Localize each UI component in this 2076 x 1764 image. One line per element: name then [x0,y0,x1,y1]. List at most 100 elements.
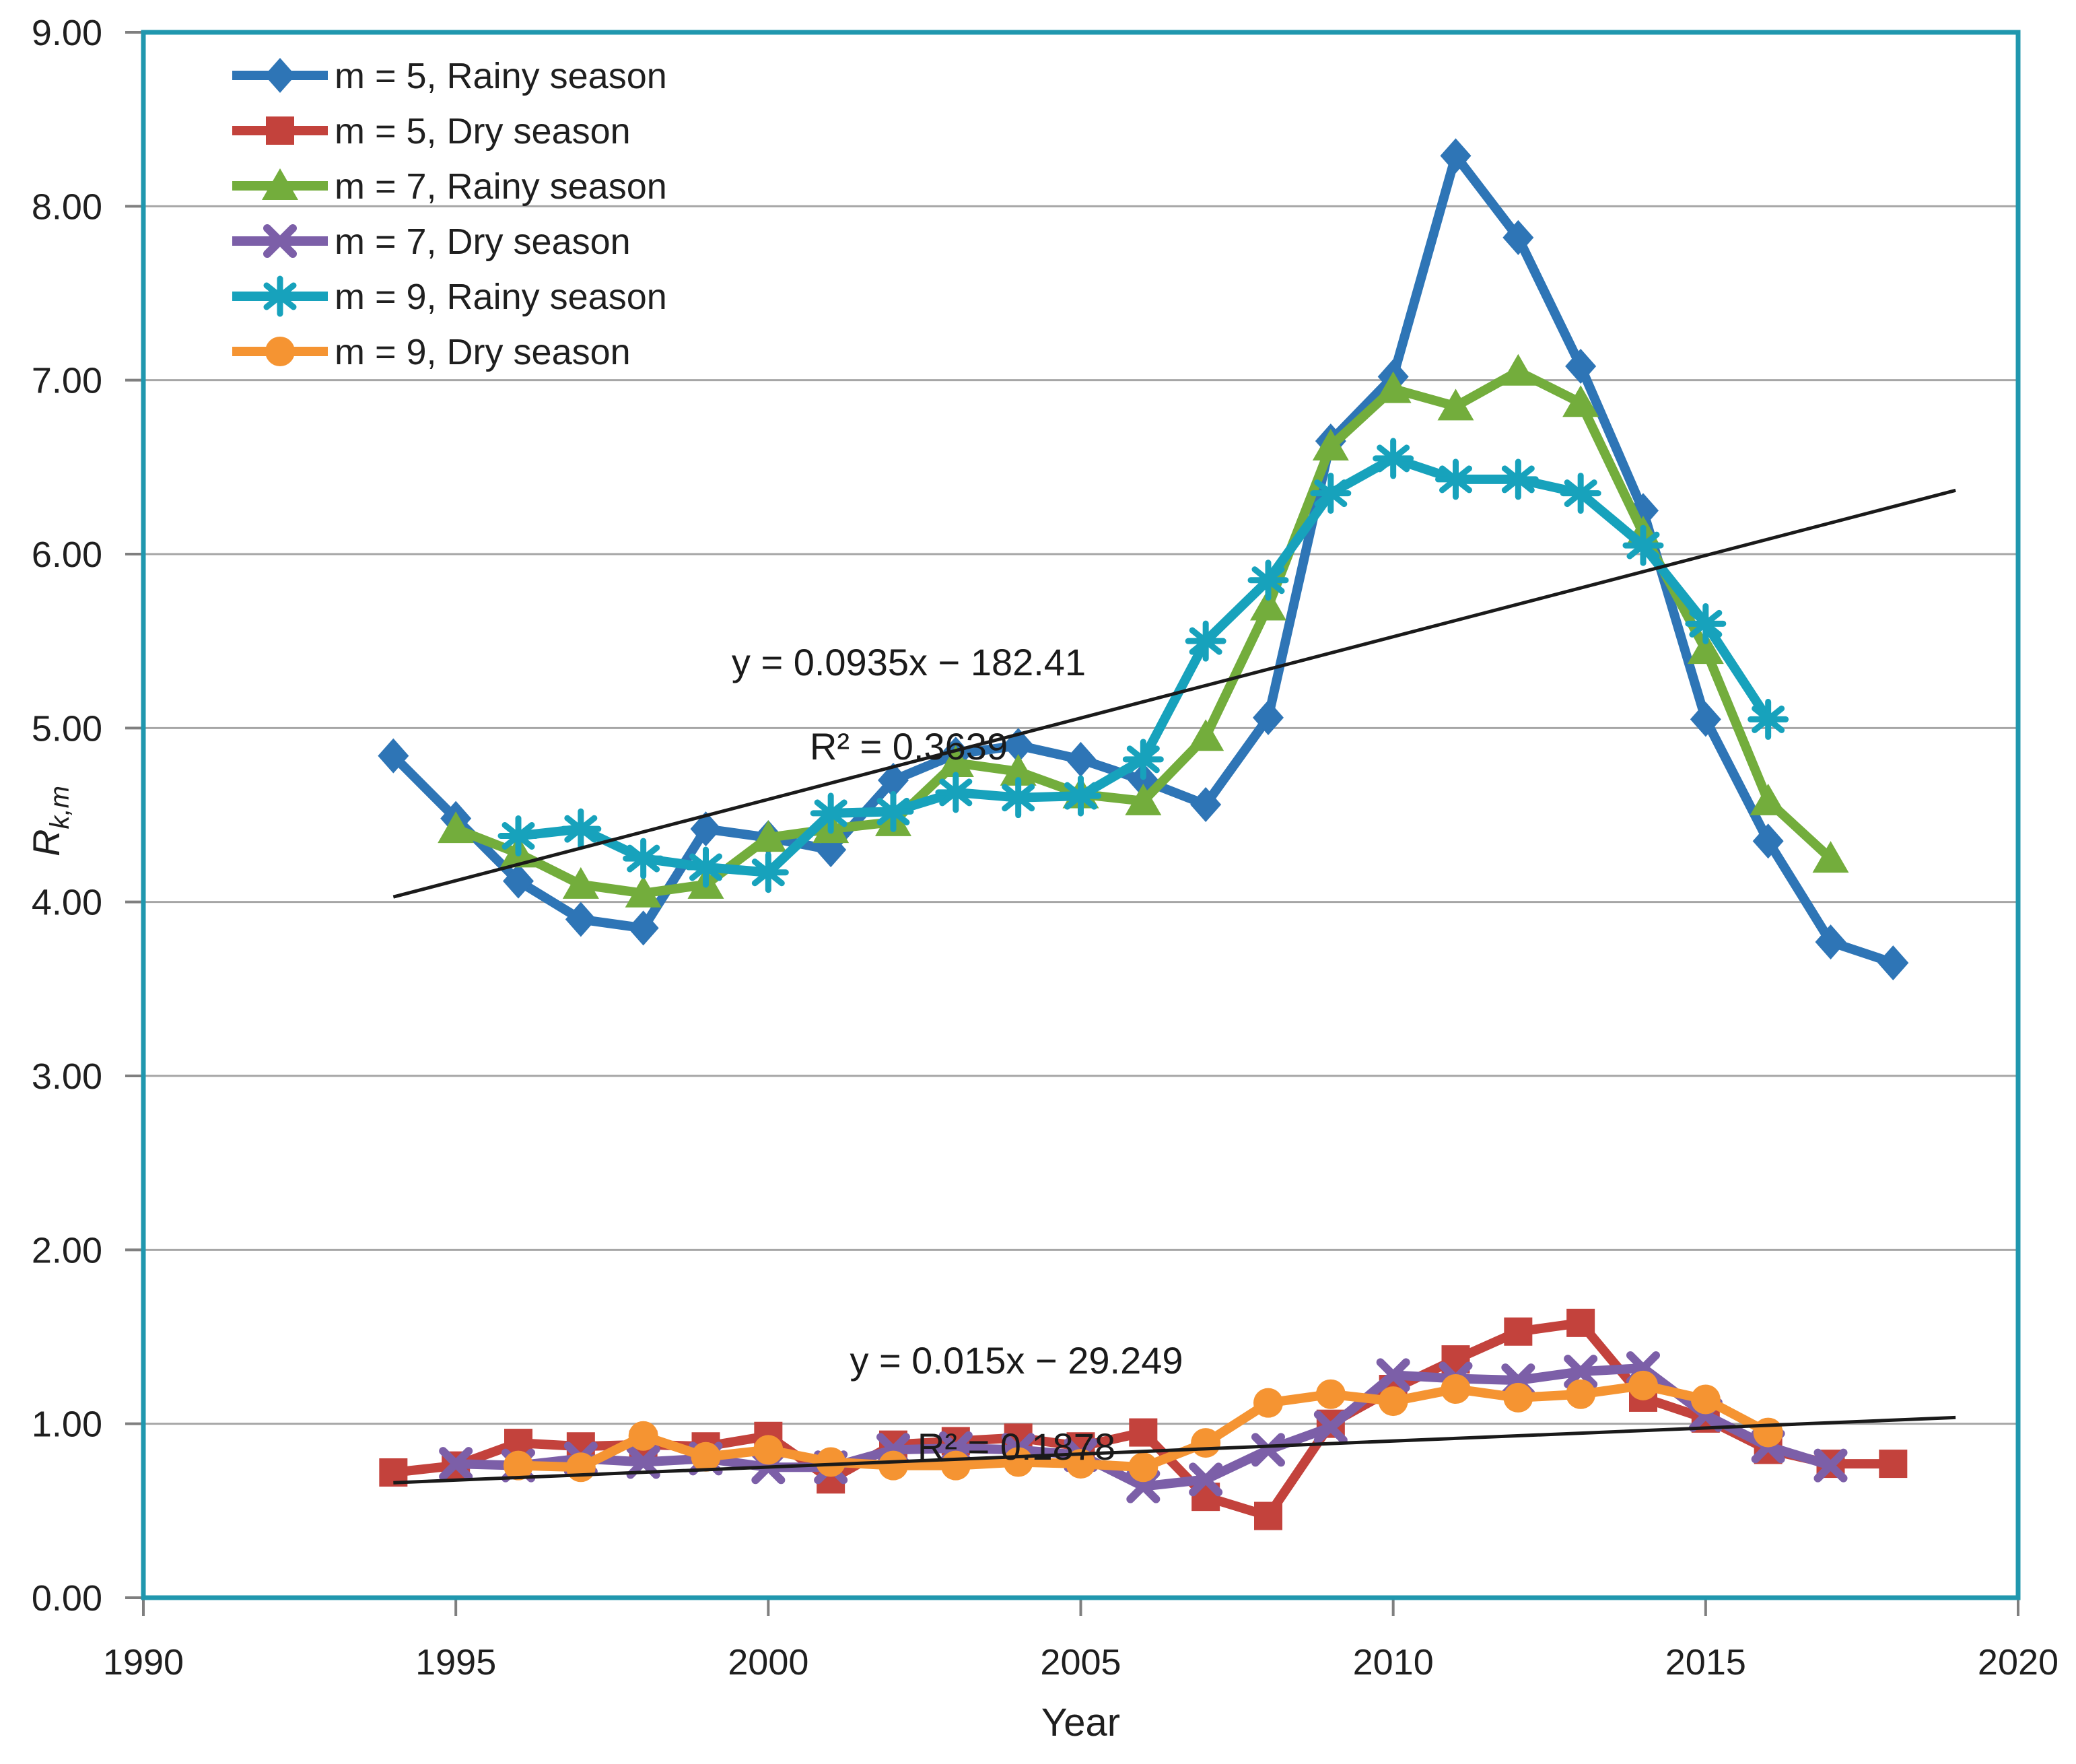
triangle-marker [1562,385,1599,417]
circle-marker [1378,1386,1408,1417]
circle-marker [1191,1428,1221,1458]
diamond-marker [1877,945,1909,981]
trend-equation-text: y = 0.015x − 29.249 [850,1339,1183,1382]
asterisk-marker [1310,473,1352,514]
triangle-marker [1312,428,1349,461]
x-marker [439,1447,473,1481]
x-tick-label: 2020 [1978,1642,2058,1683]
triangle-marker [562,867,599,899]
triangle-marker [750,820,787,852]
y-tick-label: 4.00 [32,883,102,923]
legend-label: m = 7, Dry season [335,222,631,262]
circle-marker [691,1441,721,1472]
asterisk-marker [623,838,664,879]
x-marker [263,224,297,258]
legend-label: m = 9, Rainy season [335,277,667,317]
series-m-9-rainy-season [497,438,1789,893]
asterisk-marker [1060,775,1101,817]
square-marker [1129,1418,1158,1447]
x-marker [1813,1448,1848,1483]
diamond-marker [690,811,722,847]
diamond-marker [1502,219,1534,255]
asterisk-marker [560,808,602,850]
asterisk-marker [259,275,301,317]
circle-marker [1753,1417,1783,1448]
x-marker [1251,1433,1285,1467]
circle-marker [265,337,295,366]
triangle-marker [262,168,298,200]
data-series [378,138,1909,1530]
triangle-marker [438,811,475,844]
asterisk-marker [1622,524,1664,566]
legend-item: m = 9, Dry season [232,332,631,372]
trend-r-squared-text: R² = 0.3639 [810,725,1008,768]
diamond-marker [1065,741,1097,777]
square-marker [1566,1308,1595,1337]
trendlines [392,488,1956,1485]
asterisk-marker [1560,473,1601,514]
x-tick-label: 1995 [415,1642,496,1683]
diamond-marker [1752,823,1784,859]
x-tick-label: 2005 [1040,1642,1121,1683]
square-marker [266,116,294,145]
y-tick-label: 0.00 [32,1578,102,1619]
legend-item: m = 9, Rainy season [232,275,667,317]
circle-marker [1503,1382,1533,1413]
y-tick-label: 3.00 [32,1056,102,1097]
circle-marker [878,1450,908,1481]
y-tick-label: 6.00 [32,535,102,575]
asterisk-marker [998,777,1039,819]
circle-marker [816,1447,846,1477]
trend-equation-text: y = 0.0935x − 182.41 [732,641,1086,683]
circle-marker [1315,1379,1346,1409]
diamond-marker [627,910,659,946]
legend: m = 5, Rainy season m = 5, Dry season m = … [232,56,667,372]
plot-border [141,30,2021,1600]
circle-marker [1690,1384,1721,1415]
series-m-5-rainy-season [378,138,1909,981]
diamond-marker [565,902,596,937]
circle-marker [628,1421,658,1451]
asterisk-marker [497,815,539,856]
circle-marker [753,1435,784,1465]
square-marker [1879,1450,1908,1479]
triangle-marker [1812,841,1849,873]
y-tick-label: 8.00 [32,186,102,227]
legend-item: m = 5, Dry season [232,111,631,151]
diamond-marker [265,58,296,93]
asterisk-marker [1185,620,1226,662]
legend-item: m = 5, Rainy season [232,56,667,96]
triangle-marker [1187,719,1224,751]
triangle-marker [1750,783,1787,815]
x-marker [1189,1462,1223,1497]
trend-r-squared-text: R² = 0.1878 [918,1425,1115,1468]
legend-label: m = 9, Dry season [335,332,631,372]
triangle-marker [1375,371,1412,403]
x-marker [1313,1410,1348,1444]
trendline [392,488,1956,899]
diamond-marker [1815,924,1846,960]
diamond-marker [878,762,909,798]
y-tick-label: 2.00 [32,1230,102,1270]
legend-label: m = 7, Rainy season [335,166,667,207]
circle-marker [565,1452,596,1483]
diamond-marker [1440,138,1472,174]
plot-area-border [141,30,2021,1600]
y-tick-label: 1.00 [32,1404,102,1445]
y-tick-label: 9.00 [32,13,102,53]
asterisk-marker [810,792,852,834]
diamond-marker [1565,349,1597,384]
x-axis-title: Year [1041,1701,1120,1744]
asterisk-marker [1373,438,1414,479]
trend-equations: y = 0.0935x − 182.41 R² = 0.3639 y = 0.015… [732,641,1183,1468]
circle-marker [1003,1447,1033,1477]
diamond-marker [503,863,534,899]
asterisk-marker [685,846,726,888]
x-tick-label: 2010 [1353,1642,1434,1683]
triangle-marker [1437,388,1474,421]
diamond-marker [1253,700,1284,735]
asterisk-marker [1435,459,1476,500]
triangle-marker [1687,632,1724,665]
